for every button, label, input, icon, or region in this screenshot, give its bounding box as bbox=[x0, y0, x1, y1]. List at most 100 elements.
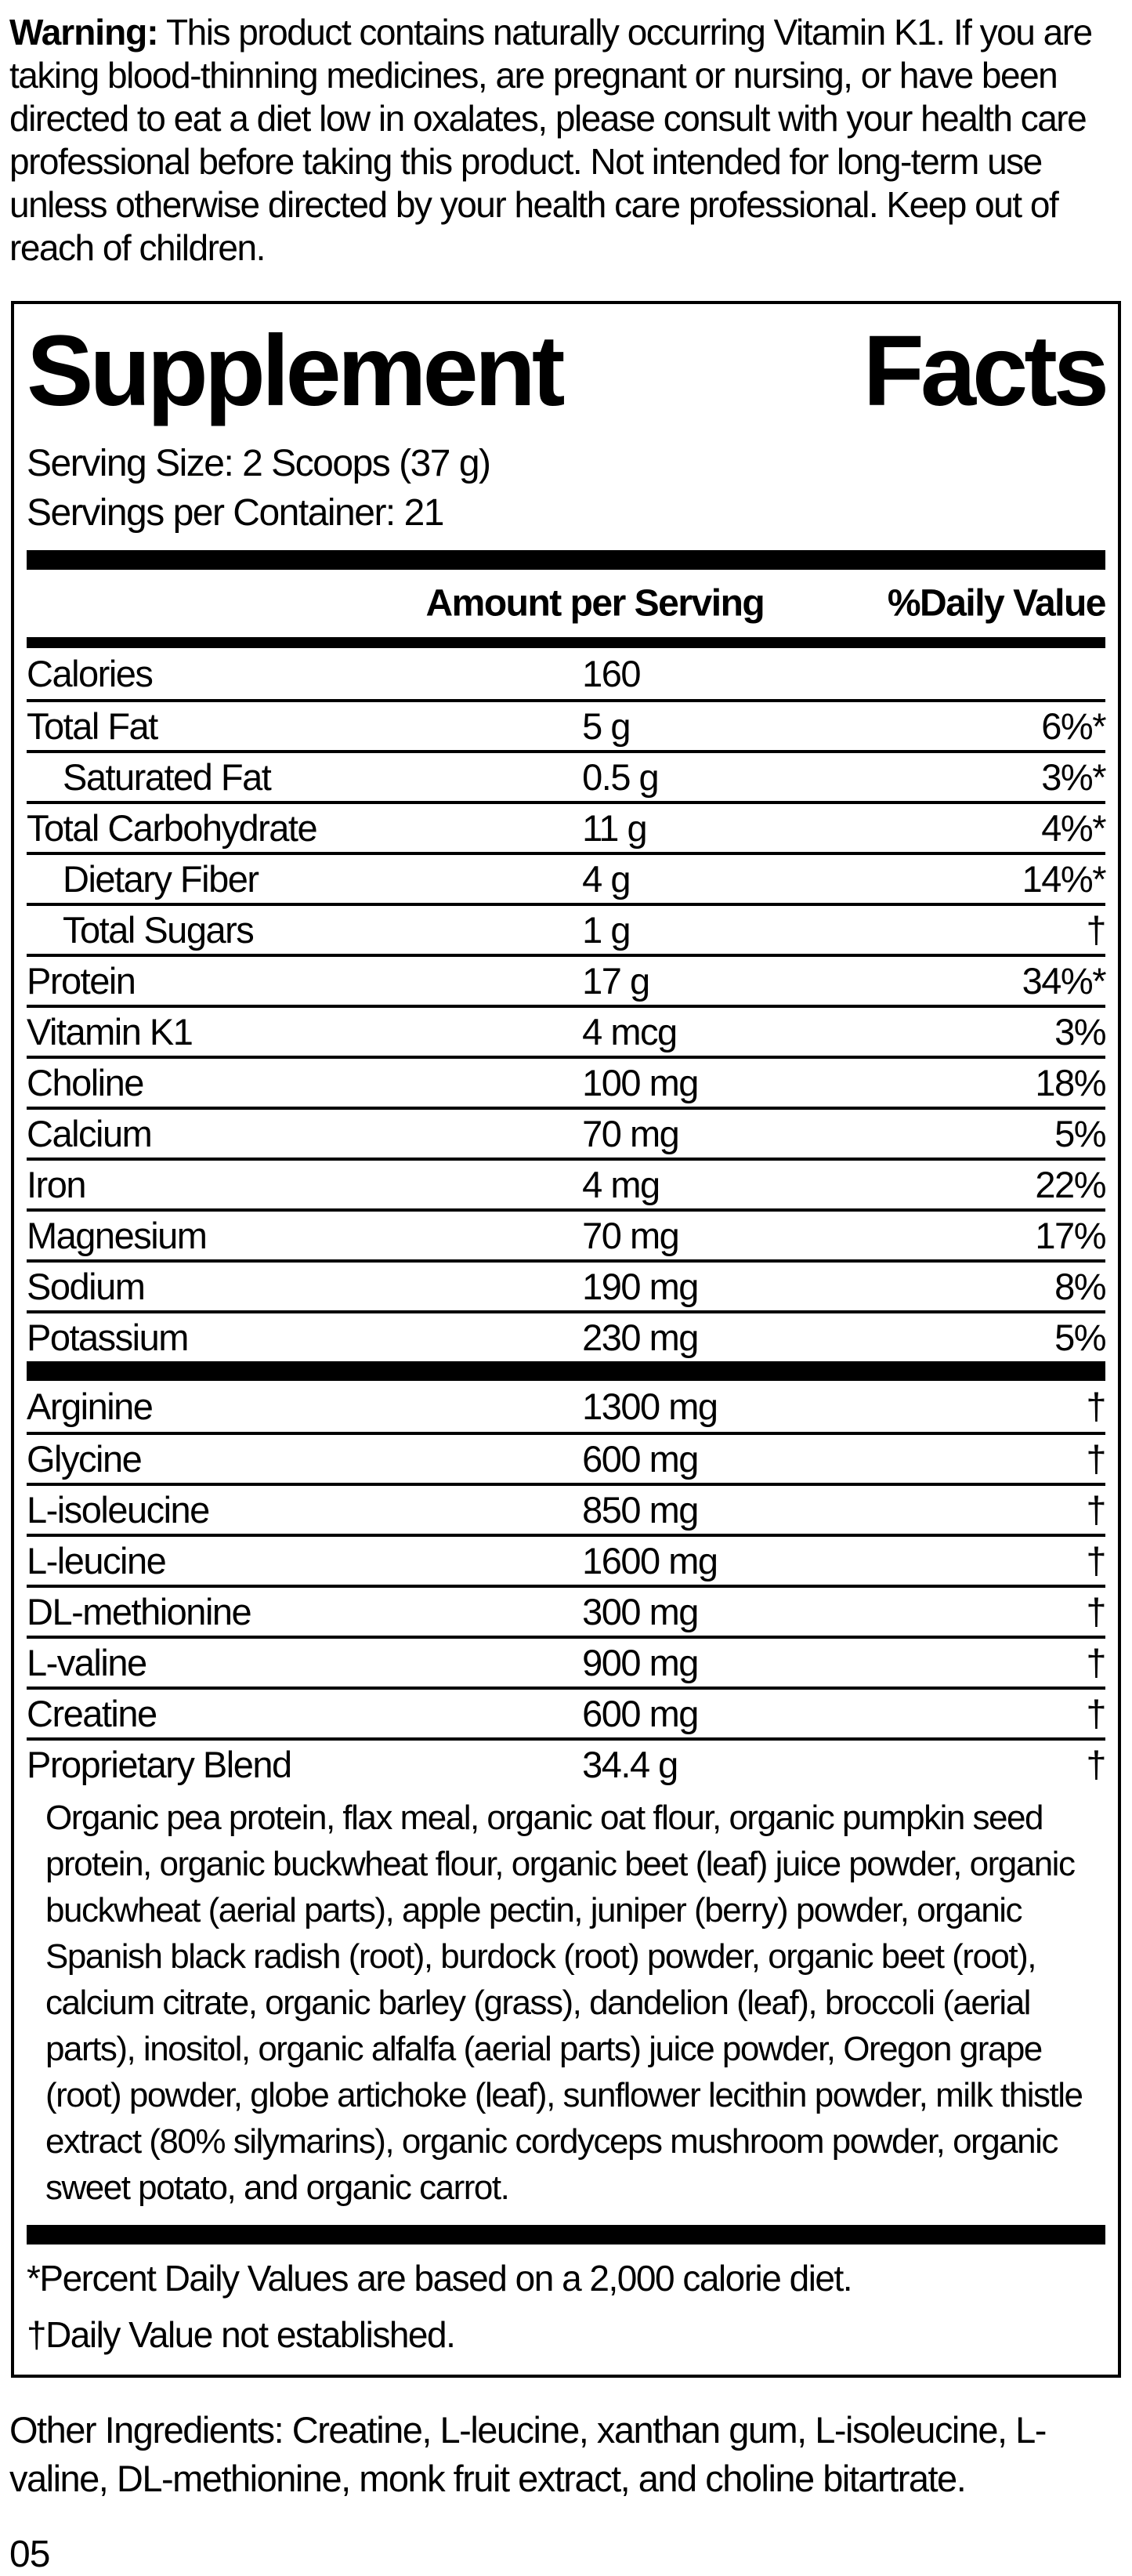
nutrient-name: Dietary Fiber bbox=[63, 858, 259, 900]
nutrient-name: Proprietary Blend bbox=[27, 1744, 292, 1785]
nutrient-name: Calories bbox=[27, 653, 154, 694]
table-row: L-isoleucine 850 mg † bbox=[27, 1483, 1106, 1534]
nutrient-daily-value: 17% bbox=[1035, 1215, 1106, 1256]
table-row: Iron 4 mg 22% bbox=[27, 1158, 1106, 1208]
table-row: Glycine 600 mg † bbox=[27, 1432, 1106, 1483]
table-row: Sodium 190 mg 8% bbox=[27, 1259, 1106, 1310]
table-row: Potassium 230 mg 5% bbox=[27, 1310, 1106, 1361]
nutrient-amount: 600 mg bbox=[582, 1693, 699, 1734]
warning-label: Warning: bbox=[9, 12, 159, 53]
table-row: L-valine 900 mg † bbox=[27, 1636, 1106, 1687]
nutrient-name: Potassium bbox=[27, 1317, 189, 1358]
nutrient-amount: 70 mg bbox=[582, 1215, 680, 1256]
divider-bar-thick bbox=[27, 550, 1105, 570]
nutrient-daily-value: 5% bbox=[1054, 1317, 1106, 1358]
nutrient-name: Choline bbox=[27, 1062, 144, 1103]
nutrient-name: Iron bbox=[27, 1164, 87, 1205]
nutrient-amount: 17 g bbox=[582, 960, 650, 1002]
nutrient-amount: 300 mg bbox=[582, 1591, 699, 1632]
nutrient-daily-value: 3% bbox=[1054, 1011, 1106, 1053]
nutrient-amount: 4 g bbox=[582, 858, 631, 900]
nutrient-name: Protein bbox=[27, 960, 136, 1002]
nutrient-rows: Calories 160 Total Fat 5 g 6%* Saturated Fat 0… bbox=[27, 648, 1107, 1361]
amino-acid-rows: Arginine 1300 mg † Glycine 600 mg † L-isoleuci… bbox=[27, 1381, 1106, 1788]
nutrient-amount: 34.4 g bbox=[582, 1744, 678, 1785]
nutrient-name: Creatine bbox=[27, 1693, 157, 1734]
warning-body: This product contains naturally occurrin… bbox=[9, 12, 1093, 268]
nutrient-daily-value: 4%* bbox=[1041, 807, 1106, 849]
nutrient-name: Magnesium bbox=[27, 1215, 208, 1256]
nutrient-amount: 230 mg bbox=[582, 1317, 699, 1358]
nutrient-daily-value: † bbox=[1086, 1642, 1106, 1683]
supplement-label-page: Warning: This product contains naturally… bbox=[0, 11, 1132, 2575]
page-number: 05 bbox=[9, 2534, 50, 2575]
nutrient-daily-value: † bbox=[1086, 1489, 1106, 1531]
nutrient-name: L-isoleucine bbox=[27, 1489, 210, 1531]
panel-title-word-supplement: Supplement bbox=[27, 315, 565, 427]
nutrient-daily-value: 6%* bbox=[1041, 705, 1106, 747]
table-row: Total Carbohydrate 11 g 4%* bbox=[27, 801, 1106, 852]
nutrient-name: L-leucine bbox=[27, 1540, 167, 1581]
nutrient-daily-value: † bbox=[1086, 1386, 1106, 1427]
nutrient-name: DL-methionine bbox=[27, 1591, 252, 1632]
nutrient-daily-value: 22% bbox=[1035, 1164, 1106, 1205]
table-row: L-leucine 1600 mg † bbox=[27, 1534, 1106, 1585]
nutrient-daily-value: † bbox=[1086, 1438, 1106, 1480]
nutrient-name: Calcium bbox=[27, 1113, 153, 1154]
table-row: Vitamin K1 4 mcg 3% bbox=[27, 1005, 1106, 1056]
nutrient-amount: 100 mg bbox=[582, 1062, 699, 1103]
table-row: Choline 100 mg 18% bbox=[27, 1056, 1106, 1107]
nutrient-daily-value: † bbox=[1086, 1540, 1106, 1581]
nutrient-amount: 1300 mg bbox=[582, 1386, 718, 1427]
nutrient-name: Vitamin K1 bbox=[27, 1011, 193, 1053]
supplement-facts-panel: Supplement Facts Serving Size: 2 Scoops … bbox=[11, 301, 1121, 2378]
nutrient-name: Total Fat bbox=[27, 705, 158, 747]
nutrient-daily-value: 34%* bbox=[1022, 960, 1107, 1002]
panel-title-word-facts: Facts bbox=[863, 315, 1109, 427]
nutrient-name: Glycine bbox=[27, 1438, 143, 1480]
nutrient-daily-value: 5% bbox=[1054, 1113, 1106, 1154]
nutrient-amount: 5 g bbox=[582, 705, 631, 747]
nutrient-amount: 11 g bbox=[582, 807, 648, 849]
nutrient-name: Saturated Fat bbox=[63, 756, 272, 798]
nutrient-amount: 850 mg bbox=[582, 1489, 699, 1531]
column-header-dv: %Daily Value bbox=[887, 582, 1107, 625]
nutrient-name: Total Sugars bbox=[63, 909, 255, 951]
divider-bar-thick bbox=[27, 1361, 1105, 1381]
nutrient-daily-value: † bbox=[1086, 909, 1106, 951]
nutrient-amount: 1 g bbox=[582, 909, 631, 951]
table-row: Calories 160 bbox=[27, 648, 1105, 699]
nutrient-amount: 4 mg bbox=[582, 1164, 660, 1205]
table-row: Protein 17 g 34%* bbox=[27, 954, 1107, 1005]
nutrient-name: L-valine bbox=[27, 1642, 147, 1683]
nutrient-name: Total Carbohydrate bbox=[27, 807, 318, 849]
nutrient-daily-value: 3%* bbox=[1041, 756, 1106, 798]
nutrient-daily-value: † bbox=[1086, 1744, 1106, 1785]
table-row: Creatine 600 mg † bbox=[27, 1687, 1106, 1737]
divider-bar-medium bbox=[27, 637, 1105, 648]
column-header-amount: Amount per Serving bbox=[425, 582, 765, 625]
nutrient-amount: 0.5 g bbox=[582, 756, 660, 798]
nutrient-amount: 70 mg bbox=[582, 1113, 680, 1154]
nutrient-amount: 900 mg bbox=[582, 1642, 699, 1683]
nutrient-amount: 4 mcg bbox=[582, 1011, 678, 1053]
warning-text: Warning: This product contains naturally… bbox=[9, 11, 1121, 270]
nutrient-daily-value: † bbox=[1086, 1693, 1106, 1734]
column-header-row: Amount per Serving %Daily Value bbox=[27, 570, 1107, 637]
nutrient-daily-value: 18% bbox=[1035, 1062, 1106, 1103]
nutrient-daily-value: † bbox=[1086, 1591, 1106, 1632]
table-row: Calcium 70 mg 5% bbox=[27, 1107, 1106, 1158]
nutrient-amount: 190 mg bbox=[582, 1266, 699, 1307]
footnote-dagger: †Daily Value not established. bbox=[27, 2314, 456, 2355]
proprietary-blend-description: Organic pea protein, flax meal, organic … bbox=[45, 1799, 1083, 2207]
table-row: Dietary Fiber 4 g 14%* bbox=[27, 852, 1107, 903]
servings-per-container: Servings per Container: 21 bbox=[27, 492, 444, 534]
table-row: Proprietary Blend 34.4 g † bbox=[27, 1737, 1106, 1788]
footnote-percent-dv: *Percent Daily Values are based on a 2,0… bbox=[27, 2258, 853, 2299]
table-row: Arginine 1300 mg † bbox=[27, 1381, 1106, 1432]
table-row: DL-methionine 300 mg † bbox=[27, 1585, 1106, 1636]
nutrient-amount: 160 bbox=[582, 653, 641, 694]
table-row: Total Fat 5 g 6%* bbox=[27, 699, 1106, 750]
nutrient-name: Arginine bbox=[27, 1386, 154, 1427]
nutrient-amount: 1600 mg bbox=[582, 1540, 718, 1581]
